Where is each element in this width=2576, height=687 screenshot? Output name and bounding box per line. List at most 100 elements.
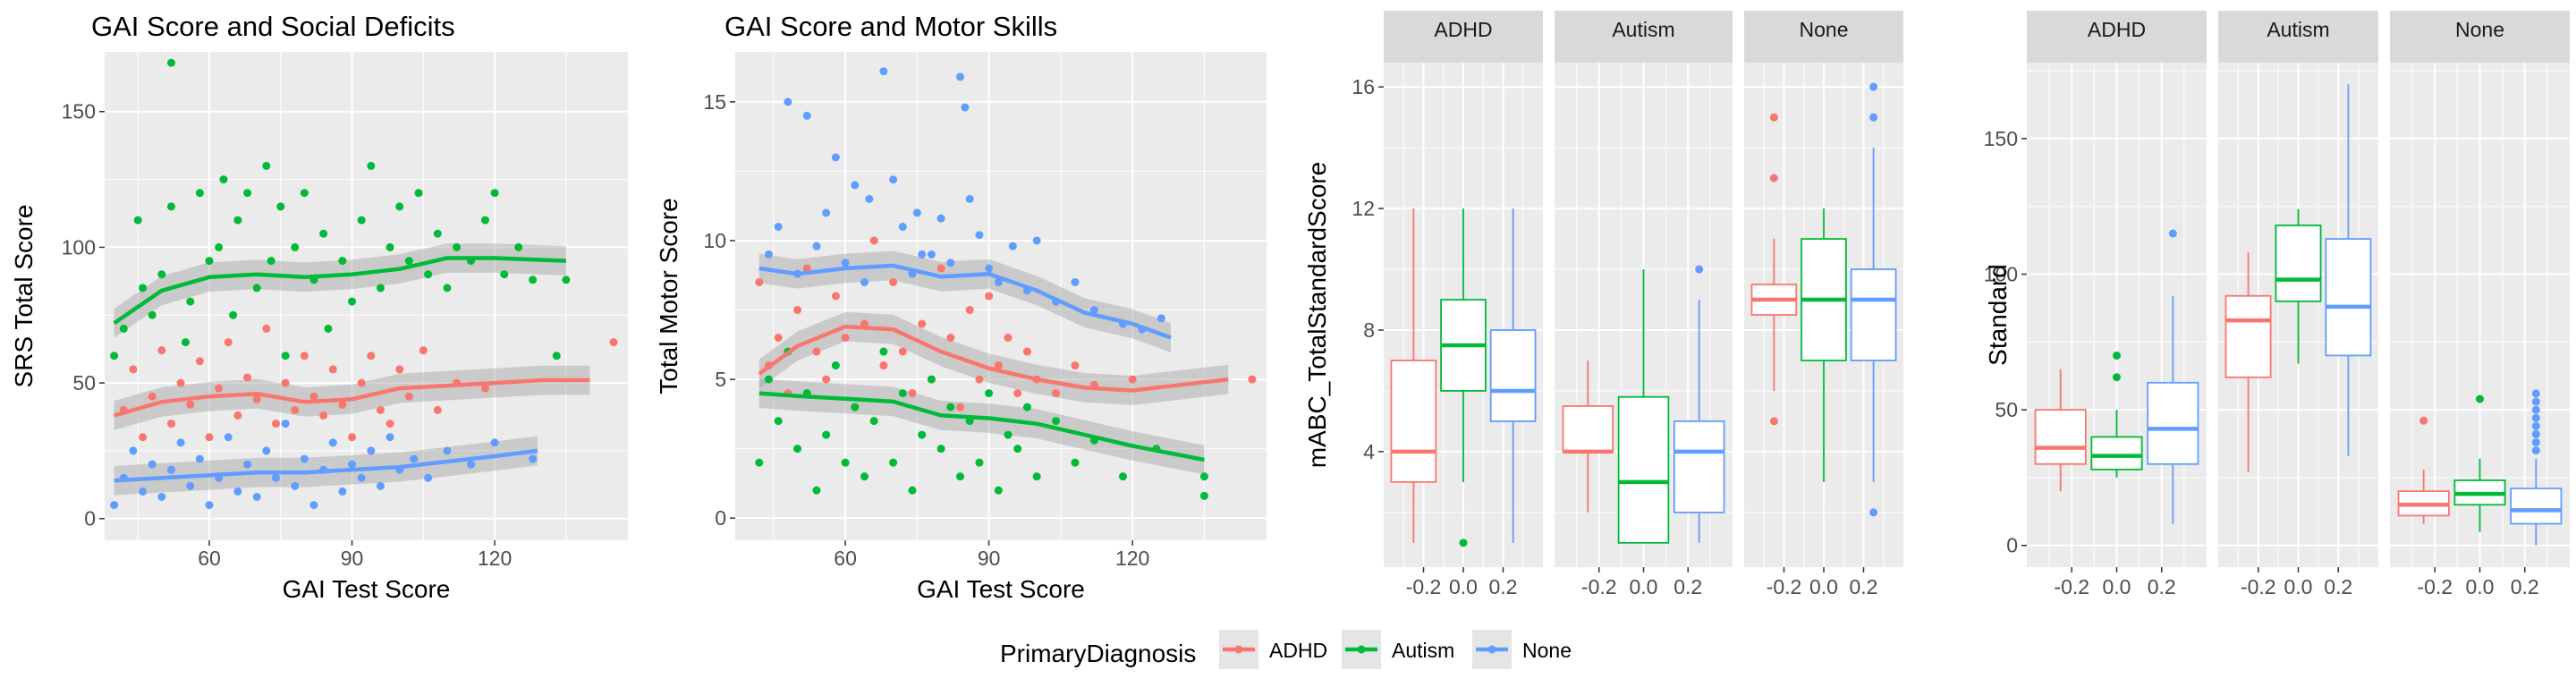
data-point-adhd (918, 319, 927, 328)
data-point-adhd (367, 352, 376, 360)
legend-item-autism: Autism (1342, 630, 1454, 669)
data-point-adhd (309, 392, 318, 401)
data-point-adhd (224, 338, 233, 347)
data-point-autism (1004, 430, 1013, 439)
data-point-adhd (215, 384, 224, 393)
data-point-adhd (1071, 361, 1080, 370)
x-tick-label: 0.2 (1850, 575, 1878, 598)
data-point-none (252, 492, 261, 501)
data-point-adhd (139, 433, 148, 442)
data-point-autism (1052, 417, 1061, 426)
panel-background (105, 52, 628, 540)
x-tick-label: 0.2 (2324, 575, 2352, 598)
outlier-point (2113, 351, 2121, 360)
legend: PrimaryDiagnosis ADHD Autism None (1000, 630, 1572, 669)
legend-item-label: ADHD (1269, 639, 1327, 662)
data-point-none (338, 487, 347, 496)
data-point-autism (908, 486, 917, 495)
legend-title: PrimaryDiagnosis (1000, 640, 1196, 667)
data-point-adhd (1022, 347, 1031, 356)
box-none (1489, 208, 1537, 543)
data-point-autism (552, 352, 561, 360)
x-tick-label: 0.2 (2511, 575, 2539, 598)
data-point-adhd (281, 378, 290, 387)
data-point-adhd (908, 389, 917, 398)
data-point-none (443, 446, 452, 455)
data-point-none (233, 487, 242, 496)
y-tick-label: 100 (1984, 263, 2018, 286)
data-point-none (357, 473, 366, 482)
data-point-autism (195, 189, 204, 198)
data-point-adhd (357, 378, 366, 387)
data-point-adhd (793, 306, 802, 315)
boxplot-mabc: ADHD -0.2 0.0 0.2 Autism -0.2 0.0 0.2 None -0.2 0.… (1303, 11, 1903, 598)
data-point-autism (252, 284, 261, 293)
data-point-autism (229, 310, 238, 319)
data-point-autism (181, 338, 190, 347)
data-point-autism (879, 347, 888, 356)
box-iqr (2275, 225, 2322, 302)
outlier-point (1869, 508, 1878, 517)
data-point-autism (243, 189, 252, 198)
outlier-point (1869, 113, 1878, 122)
data-point-autism (1013, 445, 1022, 454)
data-point-none (1008, 242, 1017, 250)
y-tick-label: 16 (1352, 75, 1375, 98)
data-point-adhd (433, 405, 442, 414)
y-tick-label: 15 (703, 90, 726, 114)
smooth-line-none (758, 263, 1172, 340)
data-point-adhd (965, 306, 974, 315)
data-point-autism (793, 445, 802, 454)
data-point-none (889, 175, 898, 184)
data-point-adhd (186, 400, 195, 409)
facet-strip-label: None (1800, 18, 1849, 41)
box-none (2510, 389, 2563, 546)
facet-none: None -0.2 0.0 0.2 (1744, 11, 1903, 598)
data-point-autism (841, 458, 850, 467)
data-point-autism (453, 242, 462, 251)
data-point-none (262, 446, 271, 455)
outlier-point (2531, 389, 2540, 398)
legend-item-label: Autism (1392, 639, 1454, 662)
data-point-autism (267, 257, 275, 266)
data-point-none (139, 487, 148, 496)
data-point-adhd (1128, 375, 1137, 384)
y-tick-label: 50 (1995, 398, 2018, 421)
data-point-none (841, 259, 850, 267)
x-tick-label: -0.2 (2241, 575, 2276, 598)
y-tick-label: 12 (1352, 197, 1375, 220)
data-point-adhd (338, 400, 347, 409)
outlier-point (2531, 438, 2540, 447)
smooth-line-none (114, 448, 538, 483)
outlier-point (2531, 429, 2540, 438)
data-point-autism (1071, 458, 1080, 467)
data-point-none (271, 473, 280, 482)
data-point-none (831, 153, 840, 162)
data-point-autism (443, 284, 452, 293)
y-axis-label: mABC_TotalStandardScore (1303, 162, 1331, 468)
data-point-adhd (1248, 375, 1257, 384)
smooth-line-autism (113, 256, 566, 326)
data-point-none (386, 433, 394, 442)
y-tick-label: 5 (715, 368, 726, 391)
data-point-adhd (319, 411, 328, 420)
box-iqr (2034, 409, 2087, 465)
data-point-adhd (480, 384, 489, 393)
box-iqr (2147, 381, 2199, 465)
data-point-adhd (300, 352, 309, 360)
boxplot-standard: ADHD -0.2 0.0 0.2 Autism -0.2 0.0 0.2 None -0.2 0.… (1984, 11, 2570, 598)
data-point-none (1157, 314, 1165, 323)
data-point-adhd (802, 264, 811, 273)
data-point-adhd (252, 394, 261, 403)
data-point-autism (500, 270, 509, 279)
data-point-none (927, 250, 936, 259)
data-point-none (291, 481, 300, 490)
box-iqr (2224, 294, 2272, 378)
data-point-autism (424, 270, 433, 279)
panel-background (735, 52, 1267, 540)
smooth-line-adhd (113, 377, 590, 418)
box-adhd (1390, 208, 1437, 543)
smooth-line-autism (758, 391, 1205, 462)
data-point-adhd (1052, 389, 1061, 398)
y-tick-label: 8 (1363, 318, 1375, 342)
